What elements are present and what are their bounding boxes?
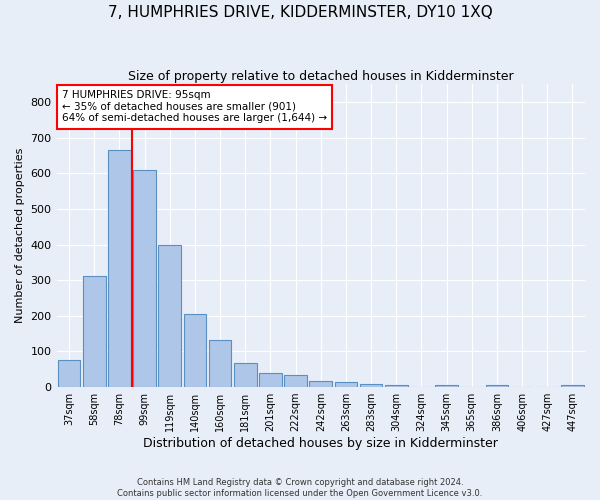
Bar <box>335 382 357 387</box>
Bar <box>234 363 257 387</box>
Text: 7 HUMPHRIES DRIVE: 95sqm
← 35% of detached houses are smaller (901)
64% of semi-: 7 HUMPHRIES DRIVE: 95sqm ← 35% of detach… <box>62 90 327 124</box>
Text: Contains HM Land Registry data © Crown copyright and database right 2024.
Contai: Contains HM Land Registry data © Crown c… <box>118 478 482 498</box>
Bar <box>360 384 382 387</box>
Y-axis label: Number of detached properties: Number of detached properties <box>15 148 25 324</box>
Bar <box>385 386 407 387</box>
Bar <box>83 276 106 387</box>
Text: 7, HUMPHRIES DRIVE, KIDDERMINSTER, DY10 1XQ: 7, HUMPHRIES DRIVE, KIDDERMINSTER, DY10 … <box>107 5 493 20</box>
Bar <box>485 386 508 387</box>
X-axis label: Distribution of detached houses by size in Kidderminster: Distribution of detached houses by size … <box>143 437 498 450</box>
Bar <box>259 373 282 387</box>
Bar <box>435 386 458 387</box>
Bar <box>184 314 206 387</box>
Bar <box>133 170 156 387</box>
Bar <box>561 386 584 387</box>
Title: Size of property relative to detached houses in Kidderminster: Size of property relative to detached ho… <box>128 70 514 83</box>
Bar <box>58 360 80 387</box>
Bar <box>310 380 332 387</box>
Bar <box>158 244 181 387</box>
Bar <box>108 150 131 387</box>
Bar <box>209 340 232 387</box>
Bar <box>284 376 307 387</box>
